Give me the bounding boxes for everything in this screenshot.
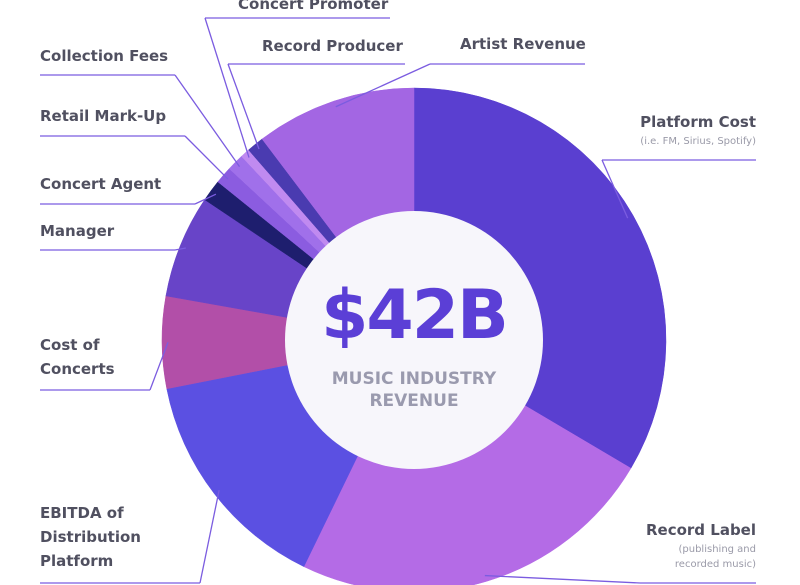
segment-label: Artist Revenue [460, 35, 586, 53]
leader-line [174, 247, 186, 251]
center-value: $42B [321, 276, 509, 355]
leader-line [199, 490, 220, 584]
segment-label: Concert Agent [40, 175, 162, 193]
leader-line [601, 159, 629, 219]
segment-label: Manager [40, 222, 115, 240]
segment-label: Cost of Concerts [40, 336, 115, 378]
leader-line [149, 342, 169, 391]
segment-label: Platform Cost [640, 113, 756, 131]
donut-hole [285, 211, 543, 469]
segment-label: EBITDA of Distribution Platform [40, 504, 141, 570]
leader-line [335, 63, 431, 108]
segment-label: Record Producer [262, 37, 403, 55]
leader-line [194, 193, 217, 205]
segment-label: Concert Promoter [238, 0, 389, 13]
segment-label: Retail Mark-Up [40, 107, 167, 125]
leader-line [484, 574, 641, 584]
leader-line [227, 63, 260, 150]
annotation: (publishing and recorded music) [674, 544, 756, 570]
annotation: (i.e. FM, Sirius, Spotify) [640, 136, 756, 147]
leader-line [184, 135, 229, 180]
leader-line [174, 74, 241, 167]
center-label: MUSIC INDUSTRY REVENUE [331, 369, 497, 411]
segment-label: Record Label [645, 521, 756, 539]
segment-label: Collection Fees [40, 47, 169, 65]
leader-line [204, 17, 250, 158]
